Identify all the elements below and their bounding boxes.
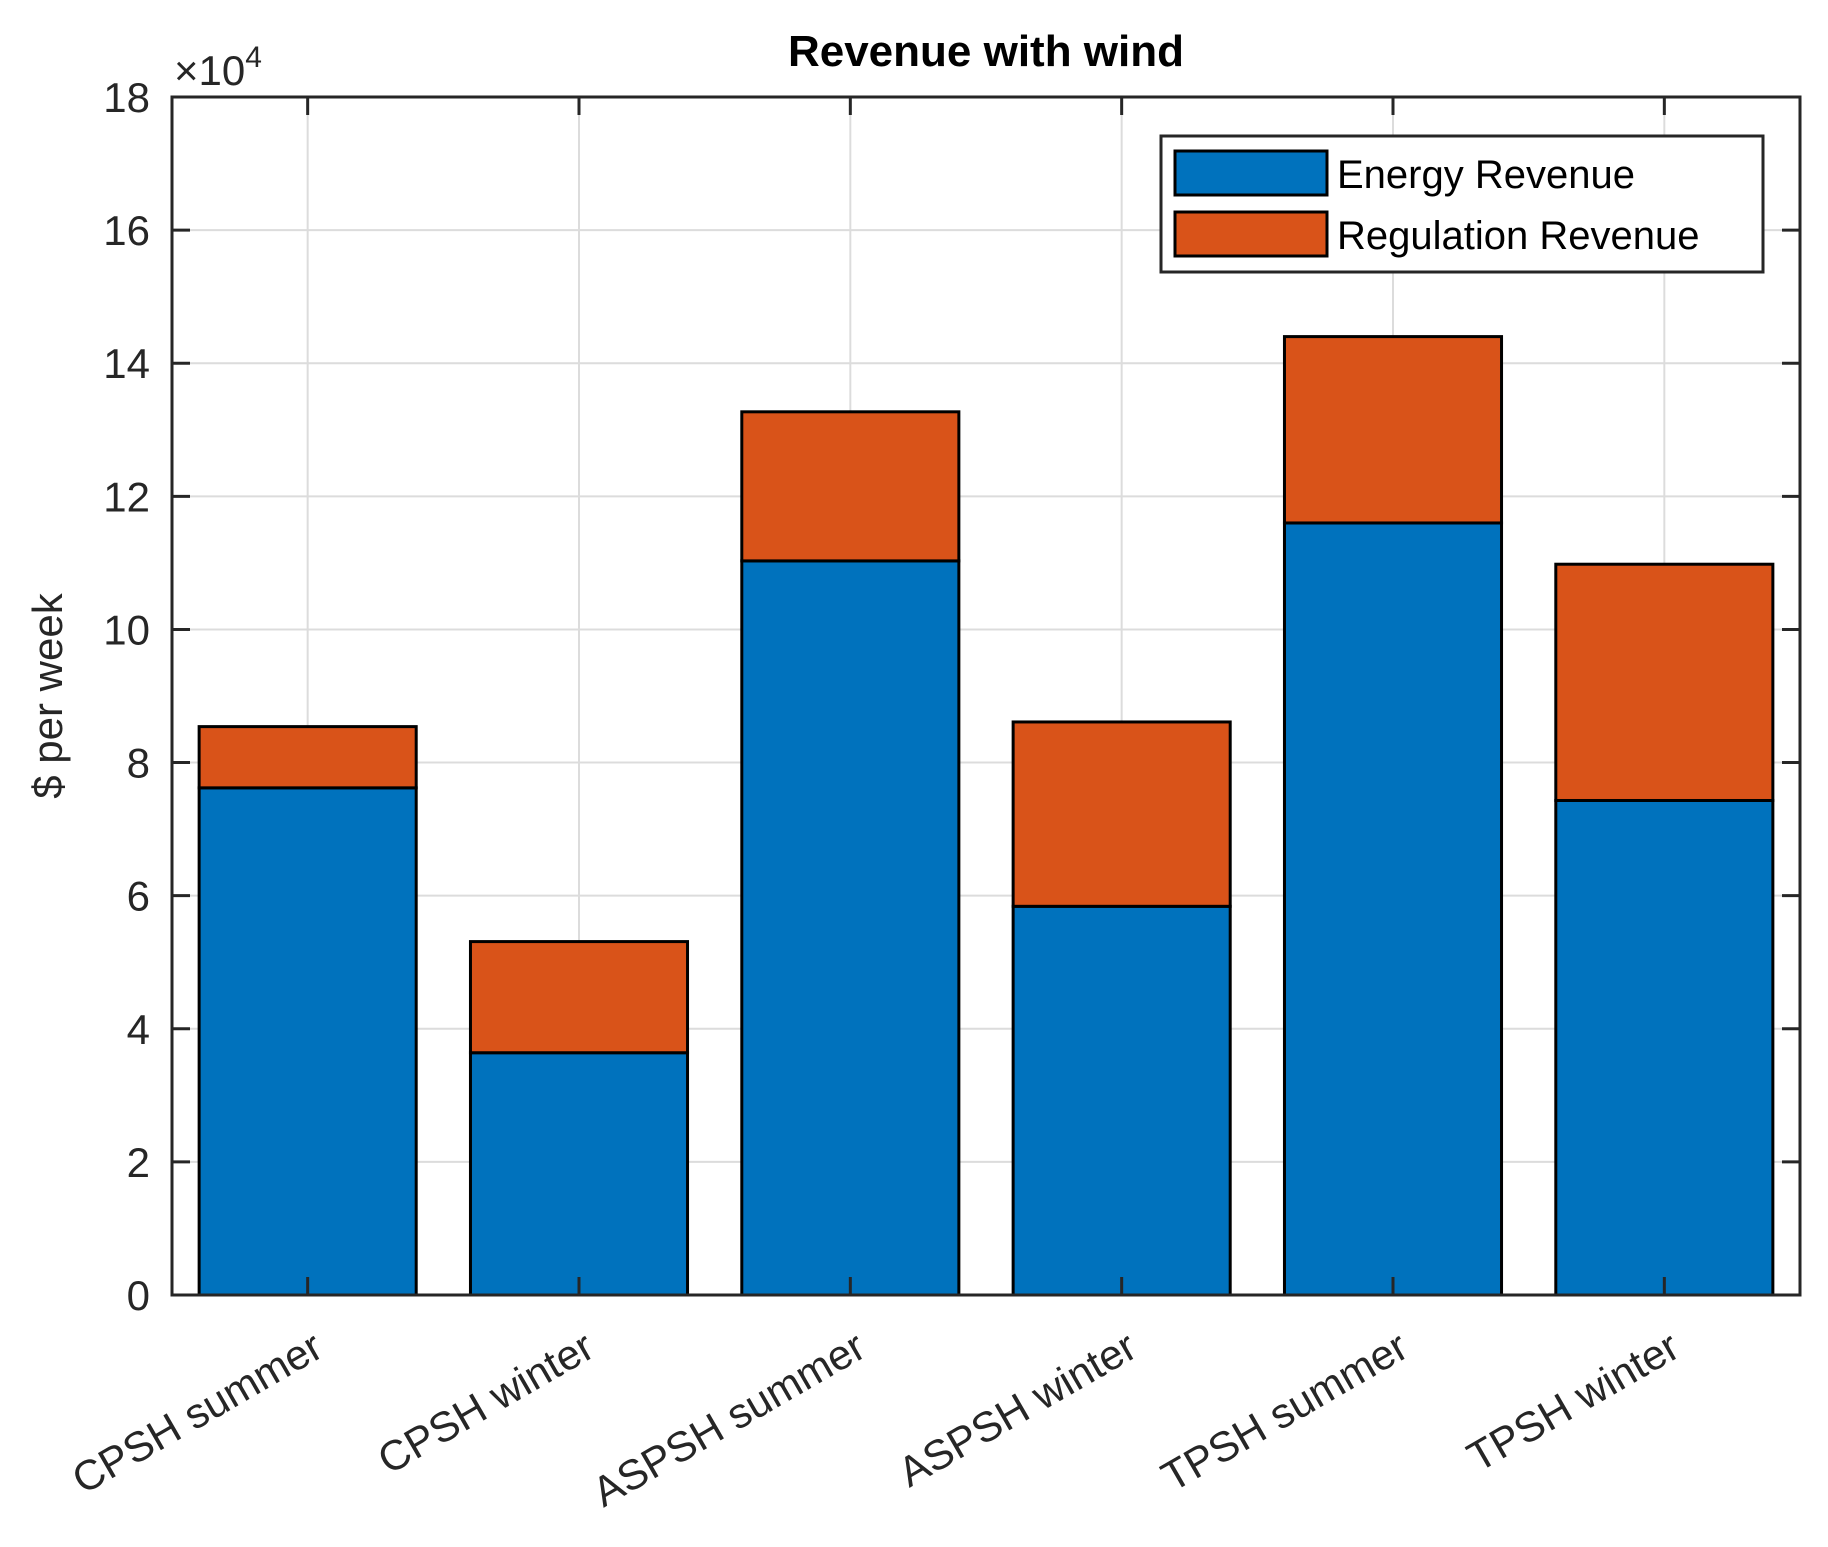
y-exponent-base: ×10 xyxy=(174,47,245,94)
bar-energy-3 xyxy=(1011,904,1232,1297)
y-tick-labels: 0 2 4 6 8 10 12 14 16 18 xyxy=(103,74,150,1319)
plot-frame xyxy=(170,95,1802,1297)
y-exponent-power: 4 xyxy=(245,41,262,74)
y-tick-label: 16 xyxy=(103,207,150,254)
bar-regulation-1 xyxy=(468,940,690,1055)
legend: Energy Revenue Regulation Revenue xyxy=(1159,134,1765,274)
bar-regulation-2 xyxy=(740,410,961,563)
y-axis-label: $ per week xyxy=(24,592,71,798)
legend-label-regulation: Regulation Revenue xyxy=(1337,214,1699,258)
y-tick-label: 6 xyxy=(127,873,150,920)
bar-regulation-5 xyxy=(1554,562,1775,802)
y-tick-label: 12 xyxy=(103,473,150,520)
y-tick-label: 0 xyxy=(127,1272,150,1319)
bar-regulation-4 xyxy=(1282,335,1504,525)
y-tick-label: 14 xyxy=(103,340,150,387)
bar-energy-4 xyxy=(1282,521,1504,1297)
chart-title: Revenue with wind xyxy=(788,27,1184,76)
axis-ticks xyxy=(172,95,1800,1297)
y-axis-exponent: ×104 xyxy=(174,41,262,94)
y-tick-label: 10 xyxy=(103,606,150,653)
y-tick-label: 2 xyxy=(127,1139,150,1186)
bar-energy-5 xyxy=(1554,798,1775,1297)
y-tick-label: 8 xyxy=(127,740,150,787)
bar-energy-2 xyxy=(740,559,961,1297)
y-tick-label: 18 xyxy=(103,74,150,121)
bars xyxy=(197,335,1775,1297)
legend-swatch-energy xyxy=(1173,149,1329,197)
bar-energy-0 xyxy=(197,786,418,1297)
legend-label-energy: Energy Revenue xyxy=(1337,153,1635,197)
bar-regulation-0 xyxy=(197,725,418,790)
legend-swatch-regulation xyxy=(1173,210,1329,258)
y-tick-label: 4 xyxy=(127,1006,150,1053)
bar-regulation-3 xyxy=(1011,720,1232,908)
bar-energy-1 xyxy=(468,1051,690,1297)
